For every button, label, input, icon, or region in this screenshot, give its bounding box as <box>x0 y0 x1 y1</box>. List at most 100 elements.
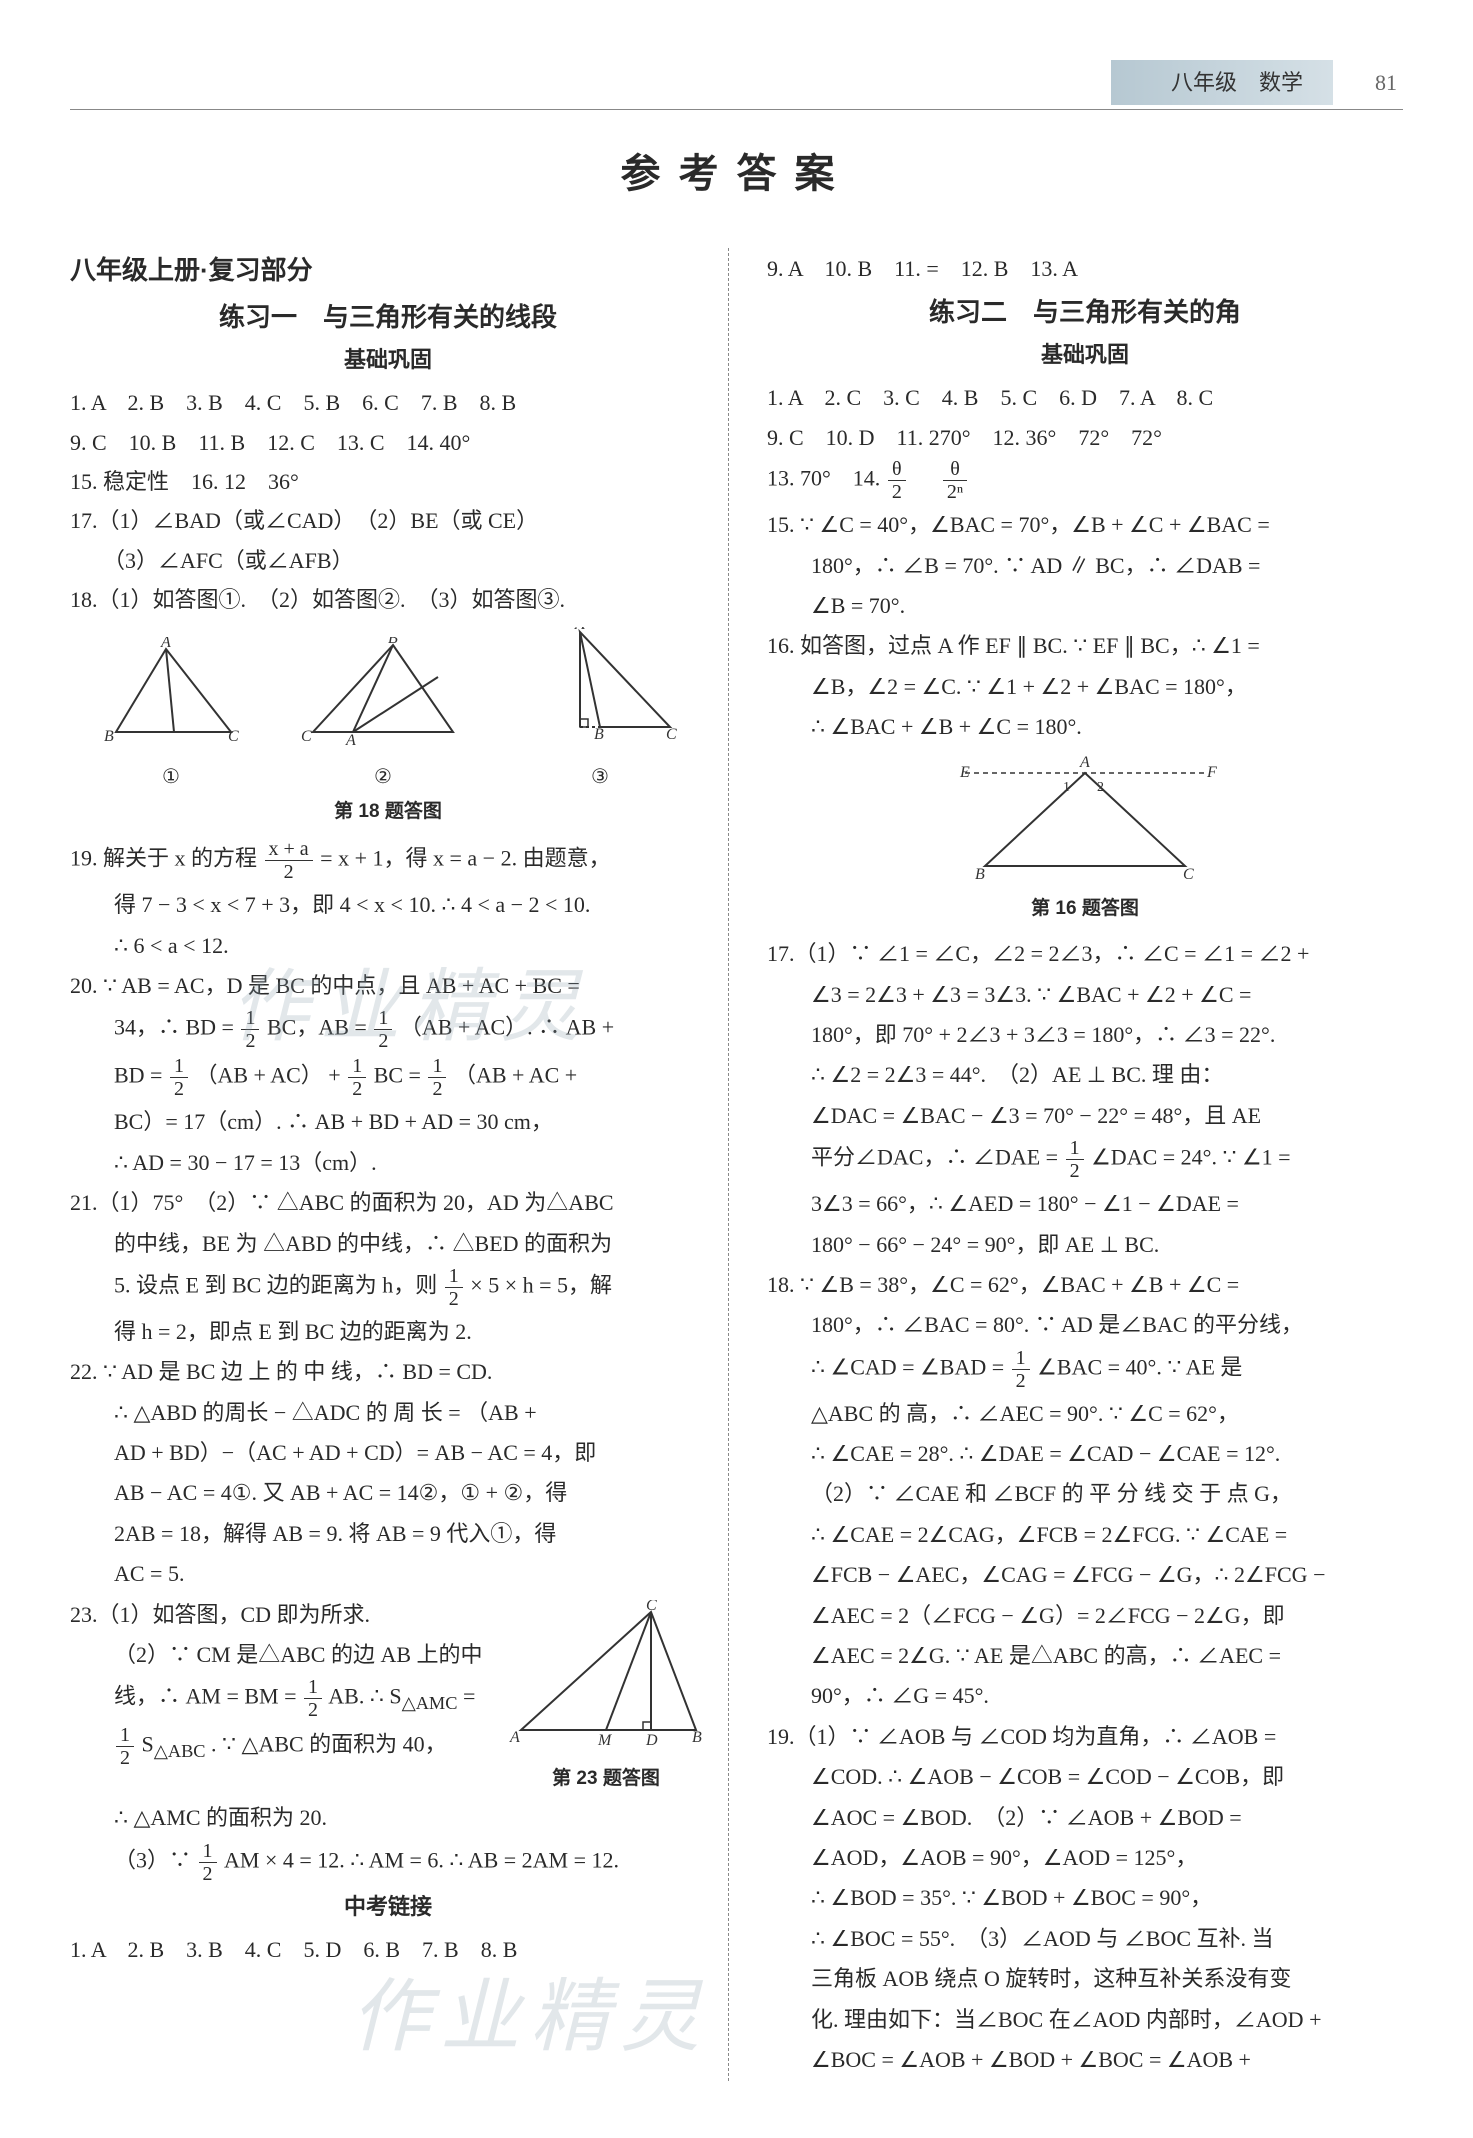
svg-text:C: C <box>666 726 677 743</box>
answer-row: （3）∠AFC（或∠AFB） <box>70 542 706 579</box>
figure-caption: 第 18 题答图 <box>70 796 706 828</box>
answer-row: 1. A 2. C 3. C 4. B 5. C 6. D 7. A 8. C <box>767 379 1403 416</box>
problem-16: ∠B，∠2 = ∠C. ∵ ∠1 + ∠2 + ∠BAC = 180°， <box>767 668 1403 705</box>
figure-label: ③ <box>520 760 680 794</box>
text: S <box>142 1732 154 1757</box>
problem-22: 2AB = 18，解得 AB = 9. 将 AB = 9 代入①，得 <box>70 1515 706 1552</box>
answer-row: 17.（1）∠BAD（或∠CAD） （2）BE（或 CE） <box>70 502 706 539</box>
problem-18: ∠FCB − ∠AEC，∠CAG = ∠FCG − ∠G，∴ 2∠FCG − <box>767 1556 1403 1593</box>
problem-16: ∴ ∠BAC + ∠B + ∠C = 180°. <box>767 708 1403 745</box>
problem-17: ∠3 = 2∠3 + ∠3 = 3∠3. ∵ ∠BAC + ∠2 + ∠C = <box>767 976 1403 1013</box>
svg-text:F: F <box>1206 764 1217 781</box>
text: AB. ∴ S <box>328 1684 401 1709</box>
text: . ∵ △ABC 的面积为 40， <box>211 1732 447 1757</box>
problem-21: 5. 设点 E 到 BC 边的距离为 h，则 12 × 5 × h = 5，解 <box>70 1265 706 1310</box>
problem-18: ∴ ∠CAE = 2∠CAG，∠FCB = 2∠FCG. ∵ ∠CAE = <box>767 1516 1403 1553</box>
svg-text:A: A <box>345 732 356 747</box>
subsection-title: 基础巩固 <box>767 336 1403 373</box>
svg-text:B: B <box>104 728 114 745</box>
problem-18: ∠AEC = 2∠G. ∵ AE 是△ABC 的高，∴ ∠AEC = <box>767 1637 1403 1674</box>
problem-19: ∴ 6 < a < 12. <box>70 927 706 964</box>
fraction: 12 <box>304 1676 322 1721</box>
problem-19: 得 7 − 3 < x < 7 + 3，即 4 < x < 10. ∴ 4 < … <box>70 886 706 923</box>
text <box>913 466 935 491</box>
problem-17: 17.（1）∵ ∠1 = ∠C，∠2 = 2∠3，∴ ∠C = ∠1 = ∠2 … <box>767 935 1403 972</box>
exercise-title: 练习二 与三角形有关的角 <box>767 290 1403 334</box>
problem-17: ∴ ∠2 = 2∠3 = 44°. （2）AE ⊥ BC. 理 由： <box>767 1056 1403 1093</box>
fraction: 12 <box>199 1840 217 1885</box>
problem-21: 得 h = 2，即点 E 到 BC 边的距离为 2. <box>70 1313 706 1350</box>
text: （AB + AC） + <box>195 1063 346 1088</box>
text: 平分∠DAC，∴ ∠DAE = <box>811 1145 1064 1170</box>
header-grade-subject: 八年级 数学 <box>1111 60 1333 105</box>
problem-18: ∴ ∠CAD = ∠BAD = 12 ∠BAC = 40°. ∵ AE 是 <box>767 1347 1403 1392</box>
problem-22: AC = 5. <box>70 1555 706 1592</box>
svg-text:M: M <box>597 1732 613 1749</box>
problem-18: ∴ ∠CAE = 28°. ∴ ∠DAE = ∠CAD − ∠CAE = 12°… <box>767 1435 1403 1472</box>
problem-18: △ABC 的 高，∴ ∠AEC = 90°. ∵ ∠C = 62°， <box>767 1395 1403 1432</box>
fraction: 12 <box>348 1055 366 1100</box>
fraction: θ2 <box>888 458 906 503</box>
text: ∠DAC = 24°. ∵ ∠1 = <box>1091 1145 1291 1170</box>
page-title: 参考答案 <box>70 140 1403 208</box>
svg-text:B: B <box>692 1729 702 1746</box>
problem-22: 22. ∵ AD 是 BC 边 上 的 中 线，∴ BD = CD. <box>70 1353 706 1390</box>
fraction: 12 <box>170 1055 188 1100</box>
figure-caption: 第 16 题答图 <box>767 893 1403 925</box>
text: 13. 70° 14. <box>767 466 886 491</box>
problem-18: 18. ∵ ∠B = 38°，∠C = 62°，∠BAC + ∠B + ∠C = <box>767 1266 1403 1303</box>
problem-19: 三角板 AOB 绕点 O 旋转时，这种互补关系没有变 <box>767 1960 1403 1997</box>
fraction: 12 <box>374 1007 392 1052</box>
problem-20: 34，∴ BD = 12 BC，AB = 12 （AB + AC）. ∴ AB … <box>70 1007 706 1052</box>
text: （AB + AC）. ∴ AB + <box>400 1015 614 1040</box>
svg-text:A: A <box>1079 754 1090 771</box>
left-column: 八年级上册·复习部分 练习一 与三角形有关的线段 基础巩固 1. A 2. B … <box>70 248 729 2081</box>
problem-15: 15. ∵ ∠C = 40°，∠BAC = 70°，∠B + ∠C + ∠BAC… <box>767 506 1403 543</box>
fraction: 12 <box>241 1007 259 1052</box>
svg-text:2: 2 <box>1097 780 1104 795</box>
text: 34，∴ BD = <box>114 1015 239 1040</box>
problem-20: ∴ AD = 30 − 17 = 13（cm）. <box>70 1144 706 1181</box>
answer-row: 15. 稳定性 16. 12 36° <box>70 463 706 500</box>
answer-row: 13. 70° 14. θ2 θ2ⁿ <box>767 458 1403 503</box>
fraction: 12 <box>116 1724 134 1769</box>
svg-text:D: D <box>645 1732 658 1749</box>
page-number: 81 <box>1333 64 1403 101</box>
text: AM × 4 = 12. ∴ AM = 6. ∴ AB = 2AM = 12. <box>224 1847 619 1872</box>
problem-20: 20. ∵ AB = AC，D 是 BC 的中点，且 AB + AC + BC … <box>70 967 706 1004</box>
answer-row: 9. C 10. B 11. B 12. C 13. C 14. 40° <box>70 424 706 461</box>
answer-row: 1. A 2. B 3. B 4. C 5. B 6. C 7. B 8. B <box>70 384 706 421</box>
answer-row: 9. C 10. D 11. 270° 12. 36° 72° 72° <box>767 419 1403 456</box>
svg-text:C: C <box>646 1600 657 1614</box>
figure-16: EAF BC 1 2 第 16 题答图 <box>767 751 1403 925</box>
problem-15: 180°，∴ ∠B = 70°. ∵ AD ∥ BC，∴ ∠DAB = <box>767 547 1403 584</box>
fraction: 12 <box>1066 1137 1084 1182</box>
right-column: 9. A 10. B 11. = 12. B 13. A 练习二 与三角形有关的… <box>759 248 1403 2081</box>
problem-19: ∠AOD，∠AOB = 90°，∠AOD = 125°， <box>767 1839 1403 1876</box>
figure-23: CAMDB 第 23 题答图 <box>506 1600 706 1796</box>
svg-text:B: B <box>388 637 398 647</box>
problem-23: ∴ △AMC 的面积为 20. <box>70 1799 706 1836</box>
answer-row: 9. A 10. B 11. = 12. B 13. A <box>767 250 1403 287</box>
text: （AB + AC + <box>454 1063 577 1088</box>
problem-19: ∠AOC = ∠BOD. （2）∵ ∠AOB + ∠BOD = <box>767 1799 1403 1836</box>
figure-18-3: ABC ③ <box>520 627 680 794</box>
fraction: 12 <box>1012 1347 1030 1392</box>
problem-19: ∠BOC = ∠AOB + ∠BOD + ∠BOC = ∠AOB + <box>767 2041 1403 2078</box>
svg-text:A: A <box>574 627 585 633</box>
text: BD = <box>114 1063 168 1088</box>
problem-20: BD = 12 （AB + AC） + 12 BC = 12 （AB + AC … <box>70 1055 706 1100</box>
problem-22: ∴ △ABD 的周长 − △ADC 的 周 长 = （AB + <box>70 1394 706 1431</box>
subscript: △AMC <box>402 1693 458 1713</box>
two-column-layout: 八年级上册·复习部分 练习一 与三角形有关的线段 基础巩固 1. A 2. B … <box>70 248 1403 2081</box>
problem-18: 90°，∴ ∠G = 45°. <box>767 1677 1403 1714</box>
svg-text:A: A <box>160 637 171 651</box>
svg-text:A: A <box>509 1729 520 1746</box>
text: 线，∴ AM = BM = <box>114 1684 302 1709</box>
problem-17: 180°，即 70° + 2∠3 + 3∠3 = 180°，∴ ∠3 = 22°… <box>767 1016 1403 1053</box>
svg-text:C: C <box>228 728 239 745</box>
triangle-icon: BCA <box>298 637 468 747</box>
problem-17: 平分∠DAC，∴ ∠DAE = 12 ∠DAC = 24°. ∵ ∠1 = <box>767 1137 1403 1182</box>
fraction: θ2ⁿ <box>943 458 967 503</box>
subsection-title: 中考链接 <box>70 1888 706 1925</box>
